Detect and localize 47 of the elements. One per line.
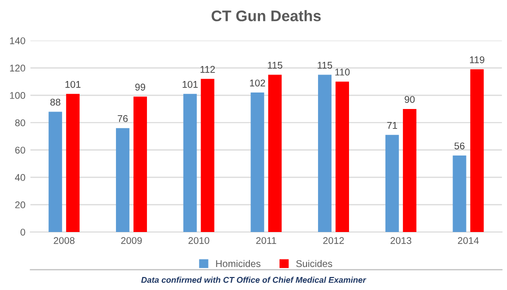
data-label: 76 [118, 115, 128, 122]
data-label: 102 [250, 80, 266, 86]
bar [268, 74, 282, 232]
legend-label: Homicides [216, 260, 260, 268]
bar [385, 134, 399, 232]
x-tick-label: 2010 [188, 237, 210, 244]
x-tick-label: 2013 [390, 237, 412, 244]
x-tick-label: 2014 [458, 237, 479, 244]
data-label: 119 [470, 56, 484, 64]
data-label: 115 [318, 62, 332, 69]
bar [133, 96, 147, 232]
bar [200, 78, 214, 232]
x-tick-label: 2008 [54, 237, 74, 244]
data-label: 101 [182, 80, 198, 88]
bar [470, 69, 484, 232]
x-tick-label: 2012 [323, 237, 344, 244]
data-label: 71 [387, 122, 398, 129]
y-tick-label: 120 [10, 64, 26, 72]
y-tick-label: 0 [20, 228, 26, 236]
data-label: 99 [135, 84, 146, 91]
bar [48, 112, 62, 232]
data-label: 90 [404, 96, 415, 103]
bar [250, 92, 264, 232]
chart-title: CT Gun Deaths [212, 10, 321, 22]
x-tick-label: 2009 [121, 237, 142, 244]
data-label: 101 [65, 80, 80, 88]
text: Data confirmed with CT Office of Chief Medical Examiner [141, 276, 366, 283]
y-tick-label: 20 [15, 201, 26, 208]
data-label: 115 [268, 62, 282, 69]
bar [183, 94, 197, 232]
y-tick-label: 100 [10, 92, 26, 99]
y-tick-label: 60 [15, 146, 26, 154]
bar [66, 94, 80, 232]
y-tick-label: 40 [14, 174, 26, 181]
legend-label: Suicides [296, 260, 332, 268]
y-tick-label: 140 [10, 37, 26, 44]
x-tick-label: 2011 [256, 237, 276, 244]
y-tick-label: 80 [15, 119, 26, 126]
bar [452, 155, 466, 232]
bar [402, 108, 416, 232]
bar [318, 74, 332, 232]
data-label: 112 [200, 66, 215, 73]
data-label: 56 [454, 142, 464, 150]
data-label: 88 [50, 98, 60, 106]
bar [336, 82, 350, 232]
data-label: 110 [335, 68, 350, 76]
bar [116, 128, 130, 232]
